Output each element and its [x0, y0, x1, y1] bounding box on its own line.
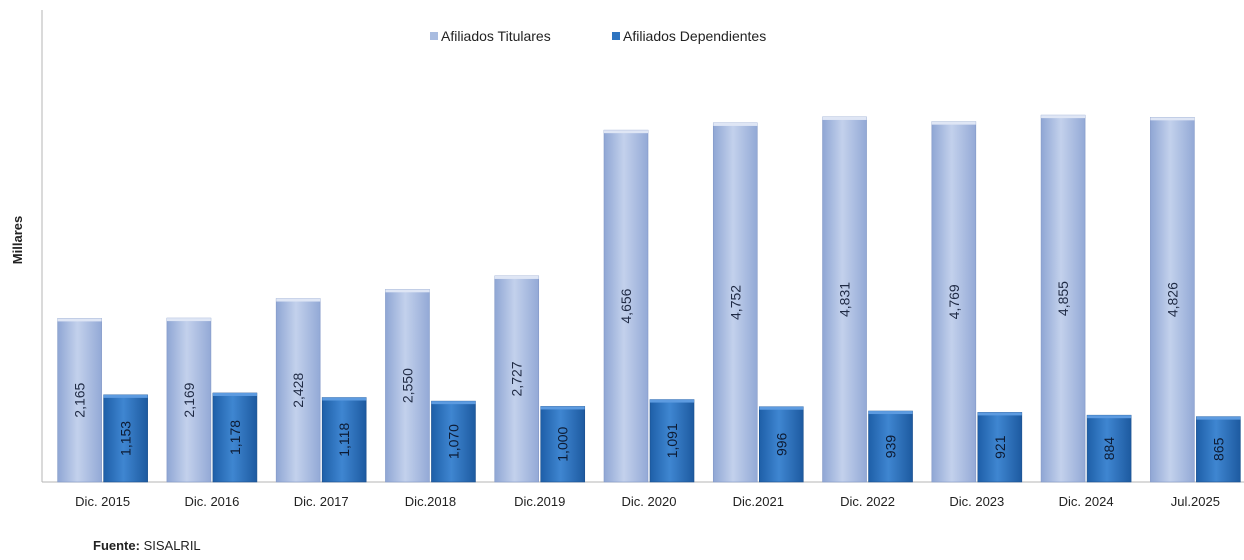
- data-label-titulares-7: 4,831: [837, 282, 853, 317]
- data-label-dependientes-2: 1,118: [336, 423, 352, 457]
- x-tick-label-0: Dic. 2015: [75, 494, 130, 509]
- bar-cap-titulares-8: [931, 121, 976, 125]
- legend-swatch-dependientes: [612, 32, 620, 40]
- bar-titulares-5: [603, 129, 649, 483]
- bar-titulares-3: [385, 289, 430, 483]
- bar-cap-titulares-2: [276, 298, 321, 302]
- bar-dependientes-6: [758, 406, 804, 483]
- x-tick-label-3: Dic.2018: [405, 494, 456, 509]
- data-label-dependientes-7: 939: [883, 435, 899, 459]
- bar-cap-dependientes-4: [540, 406, 585, 410]
- data-label-dependientes-0: 1,153: [118, 421, 134, 456]
- bar-dependientes-8: [977, 412, 1023, 483]
- source-value: SISALRIL: [143, 538, 201, 553]
- data-label-titulares-5: 4,656: [618, 288, 634, 323]
- bar-cap-dependientes-0: [103, 394, 148, 398]
- data-label-dependientes-1: 1,178: [227, 420, 243, 455]
- bars: 2,165 1,153 2,169 1,178 2,428 1,118 2,550 1,070…: [57, 114, 1241, 483]
- bar-dependientes-1: [212, 392, 258, 483]
- bar-cap-titulares-0: [57, 318, 102, 322]
- x-tick-label-1: Dic. 2016: [184, 494, 239, 509]
- bar-cap-titulares-3: [385, 289, 430, 293]
- bar-cap-dependientes-2: [322, 397, 367, 401]
- bar-cap-titulares-1: [166, 318, 211, 322]
- bar-cap-dependientes-6: [759, 406, 804, 410]
- bar-titulares-7: [822, 116, 867, 483]
- x-tick-labels: Dic. 2015 Dic. 2016 Dic. 2017 Dic.2018 Dic.2…: [75, 494, 1220, 509]
- legend: Afiliados Titulares Afiliados Dependiente…: [430, 28, 766, 44]
- data-label-titulares-9: 4,855: [1055, 281, 1071, 316]
- bar-titulares-1: [166, 317, 212, 483]
- bar-cap-dependientes-5: [650, 399, 694, 403]
- bar-cap-titulares-6: [713, 122, 758, 126]
- legend-swatch-titulares: [430, 32, 438, 40]
- bar-cap-titulares-4: [494, 275, 539, 279]
- bar-titulares-8: [931, 121, 977, 483]
- data-label-titulares-3: 2,550: [399, 368, 415, 403]
- source-footnote: Fuente: SISALRIL: [93, 538, 201, 553]
- bar-dependientes-5: [649, 399, 695, 483]
- x-tick-label-9: Dic. 2024: [1059, 494, 1114, 509]
- data-label-titulares-0: 2,165: [72, 382, 88, 417]
- data-label-titulares-2: 2,428: [290, 373, 306, 408]
- x-tick-label-5: Dic. 2020: [622, 494, 677, 509]
- bar-titulares-0: [57, 318, 102, 483]
- bar-dependientes-2: [321, 397, 367, 483]
- data-label-dependientes-6: 996: [773, 432, 789, 456]
- data-label-titulares-4: 2,727: [509, 361, 525, 396]
- data-label-titulares-6: 4,752: [727, 285, 743, 320]
- x-tick-label-8: Dic. 2023: [949, 494, 1004, 509]
- bar-cap-dependientes-3: [431, 401, 476, 405]
- bar-cap-dependientes-10: [1196, 416, 1241, 420]
- bar-titulares-2: [275, 298, 321, 483]
- data-label-dependientes-3: 1,070: [445, 424, 461, 459]
- data-label-dependientes-10: 865: [1210, 437, 1226, 461]
- bar-dependientes-9: [1086, 414, 1132, 483]
- x-tick-label-10: Jul.2025: [1171, 494, 1220, 509]
- data-label-dependientes-5: 1,091: [664, 423, 680, 458]
- data-label-dependientes-8: 921: [992, 435, 1008, 459]
- x-tick-label-2: Dic. 2017: [294, 494, 349, 509]
- data-label-titulares-1: 2,169: [181, 382, 197, 417]
- data-label-dependientes-4: 1,000: [555, 426, 571, 461]
- bar-cap-titulares-9: [1041, 115, 1086, 119]
- bar-cap-titulares-7: [822, 116, 867, 120]
- x-tick-label-7: Dic. 2022: [840, 494, 895, 509]
- bar-titulares-9: [1040, 114, 1086, 483]
- legend-label-dependientes: Afiliados Dependientes: [623, 28, 766, 44]
- x-tick-label-6: Dic.2021: [733, 494, 784, 509]
- data-label-titulares-8: 4,769: [946, 284, 962, 319]
- bar-cap-dependientes-8: [977, 412, 1022, 416]
- bar-cap-titulares-5: [604, 130, 648, 134]
- data-label-dependientes-9: 884: [1101, 437, 1117, 461]
- source-label: Fuente:: [93, 538, 140, 553]
- bar-dependientes-10: [1196, 416, 1241, 483]
- y-axis-label: Millares: [10, 216, 25, 264]
- x-tick-label-4: Dic.2019: [514, 494, 565, 509]
- data-label-titulares-10: 4,826: [1164, 282, 1180, 317]
- bar-dependientes-7: [868, 410, 913, 483]
- bar-cap-dependientes-9: [1087, 415, 1132, 419]
- bar-cap-dependientes-1: [212, 392, 257, 396]
- bar-cap-titulares-10: [1150, 117, 1195, 121]
- bar-cap-dependientes-7: [868, 411, 913, 415]
- bar-titulares-4: [494, 275, 540, 483]
- bar-titulares-6: [712, 122, 758, 483]
- bar-dependientes-3: [431, 400, 476, 483]
- legend-label-titulares: Afiliados Titulares: [441, 28, 551, 44]
- bar-titulares-10: [1150, 117, 1195, 483]
